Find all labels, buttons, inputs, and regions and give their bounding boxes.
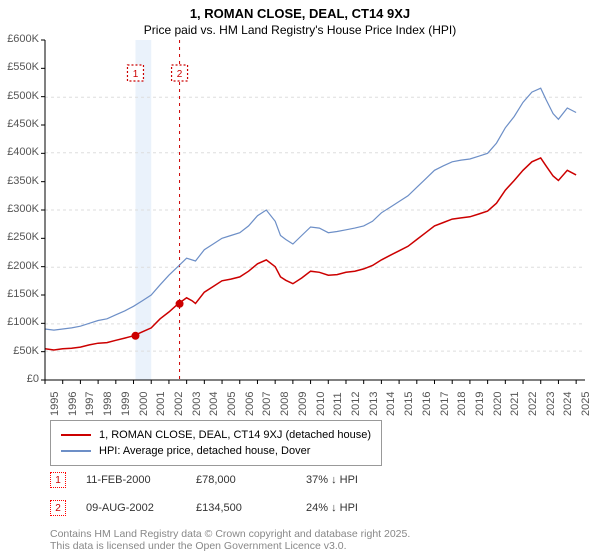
- x-tick-label: 2015: [403, 392, 415, 416]
- x-tick-label: 2023: [545, 392, 557, 416]
- legend-swatch: [61, 450, 91, 452]
- x-tick-label: 2024: [562, 392, 574, 416]
- sale-delta: 24% ↓ HPI: [306, 502, 358, 514]
- x-tick-label: 2013: [368, 392, 380, 416]
- copyright-line-2: This data is licensed under the Open Gov…: [50, 540, 410, 552]
- y-tick-label: £200K: [0, 260, 39, 272]
- sale-date: 09-AUG-2002: [86, 502, 196, 514]
- price-chart: 12: [0, 0, 600, 420]
- x-tick-label: 2007: [261, 392, 273, 416]
- legend-label: HPI: Average price, detached house, Dove…: [99, 443, 310, 459]
- y-tick-label: £550K: [0, 61, 39, 73]
- x-tick-label: 1999: [120, 392, 132, 416]
- sale-marker: 2: [50, 500, 66, 516]
- series-hpi: [45, 88, 576, 330]
- sale-marker: 1: [50, 472, 66, 488]
- svg-text:1: 1: [133, 69, 139, 80]
- x-tick-label: 2021: [509, 392, 521, 416]
- y-tick-label: £500K: [0, 90, 39, 102]
- x-tick-label: 2022: [527, 392, 539, 416]
- x-tick-label: 1998: [102, 392, 114, 416]
- x-tick-label: 2003: [191, 392, 203, 416]
- x-tick-label: 1996: [67, 392, 79, 416]
- sale-delta: 37% ↓ HPI: [306, 474, 358, 486]
- sale-price: £134,500: [196, 502, 306, 514]
- y-tick-label: £0: [0, 373, 39, 385]
- x-tick-label: 1995: [49, 392, 61, 416]
- y-tick-label: £150K: [0, 288, 39, 300]
- x-tick-label: 2000: [138, 392, 150, 416]
- x-tick-label: 2017: [439, 392, 451, 416]
- x-tick-label: 2008: [279, 392, 291, 416]
- legend-row: HPI: Average price, detached house, Dove…: [61, 443, 371, 459]
- copyright-notice: Contains HM Land Registry data © Crown c…: [50, 528, 410, 552]
- legend-row: 1, ROMAN CLOSE, DEAL, CT14 9XJ (detached…: [61, 427, 371, 443]
- y-tick-label: £50K: [0, 345, 39, 357]
- y-tick-label: £250K: [0, 231, 39, 243]
- x-tick-label: 2010: [315, 392, 327, 416]
- x-tick-label: 2005: [226, 392, 238, 416]
- y-tick-label: £350K: [0, 175, 39, 187]
- x-tick-label: 2006: [244, 392, 256, 416]
- x-tick-label: 2025: [580, 392, 592, 416]
- x-tick-label: 2014: [385, 392, 397, 416]
- x-tick-label: 2016: [421, 392, 433, 416]
- y-tick-label: £300K: [0, 203, 39, 215]
- sale-row: 1 11-FEB-2000£78,00037% ↓ HPI: [50, 472, 358, 488]
- legend-label: 1, ROMAN CLOSE, DEAL, CT14 9XJ (detached…: [99, 427, 371, 443]
- x-tick-label: 2009: [297, 392, 309, 416]
- y-tick-label: £100K: [0, 316, 39, 328]
- x-tick-label: 2019: [474, 392, 486, 416]
- x-tick-label: 2004: [208, 392, 220, 416]
- x-tick-label: 2011: [332, 392, 344, 416]
- y-tick-label: £600K: [0, 33, 39, 45]
- x-tick-label: 2001: [155, 392, 167, 416]
- y-tick-label: £450K: [0, 118, 39, 130]
- x-tick-label: 2018: [456, 392, 468, 416]
- series-price_paid: [45, 158, 576, 350]
- sale-date: 11-FEB-2000: [86, 474, 196, 486]
- x-tick-label: 2002: [173, 392, 185, 416]
- legend-swatch: [61, 434, 91, 436]
- x-tick-label: 2012: [350, 392, 362, 416]
- x-tick-label: 1997: [84, 392, 96, 416]
- chart-legend: 1, ROMAN CLOSE, DEAL, CT14 9XJ (detached…: [50, 420, 382, 466]
- svg-text:2: 2: [177, 69, 183, 80]
- copyright-line-1: Contains HM Land Registry data © Crown c…: [50, 528, 410, 540]
- x-tick-label: 2020: [492, 392, 504, 416]
- sale-price: £78,000: [196, 474, 306, 486]
- sale-row: 2 09-AUG-2002£134,50024% ↓ HPI: [50, 500, 358, 516]
- y-tick-label: £400K: [0, 146, 39, 158]
